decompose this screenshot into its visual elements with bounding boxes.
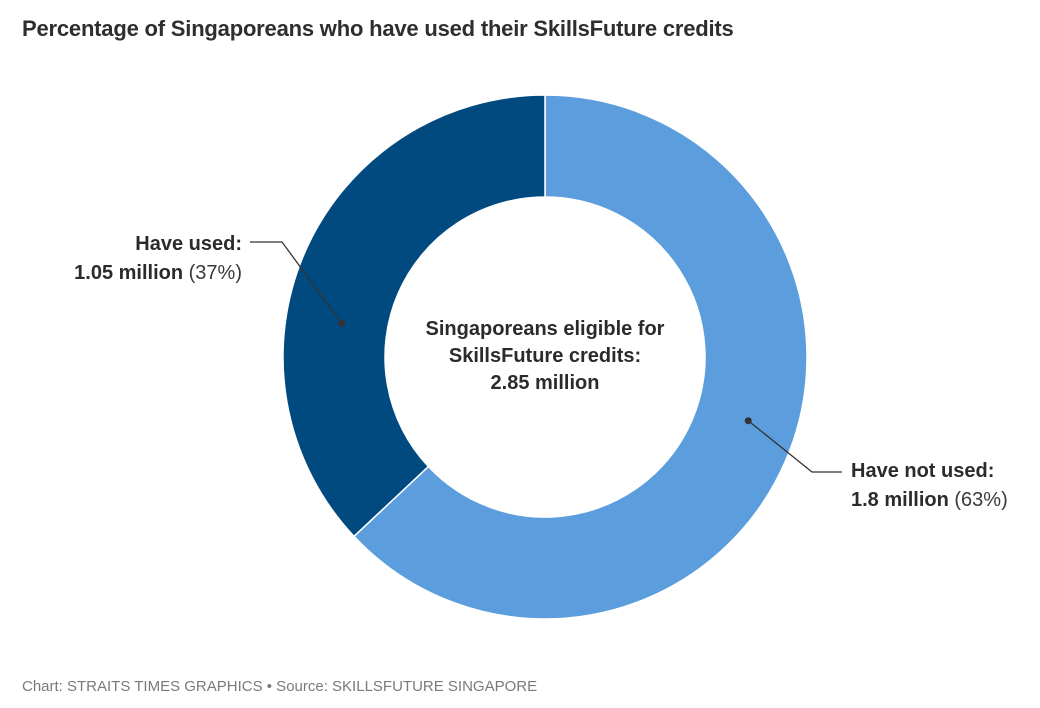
label-have-used-name: Have used:: [135, 233, 242, 255]
label-have-not-used: Have not used: 1.8 million (63%): [851, 457, 1036, 515]
chart-title: Percentage of Singaporeans who have used…: [22, 16, 734, 41]
leader-line-have-used: [250, 241, 343, 324]
leader-dot-have-not-used: [744, 417, 752, 425]
slice-have-used: [282, 94, 546, 538]
slice-have-not-used: [352, 94, 808, 620]
center-line-2: SkillsFuture credits:: [448, 345, 642, 367]
center-line-1: Singaporeans eligible for: [425, 318, 665, 340]
label-have-not-used-name: Have not used:: [851, 460, 995, 482]
label-have-used: Have used: 1.05 million (37%): [65, 230, 242, 288]
label-have-not-used-percent: (63%): [954, 489, 1008, 511]
center-line-3: 2.85 million: [490, 372, 600, 394]
center-total-label: Singaporeans eligible for SkillsFuture c…: [395, 316, 695, 397]
label-have-used-value: 1.05 million: [74, 262, 184, 284]
label-have-not-used-value: 1.8 million: [851, 489, 949, 511]
leader-line-have-not-used: [747, 420, 842, 473]
source-credit: Chart: STRAITS TIMES GRAPHICS • Source: …: [22, 678, 538, 695]
label-have-used-percent: (37%): [188, 262, 242, 284]
leader-dot-have-used: [338, 319, 346, 327]
